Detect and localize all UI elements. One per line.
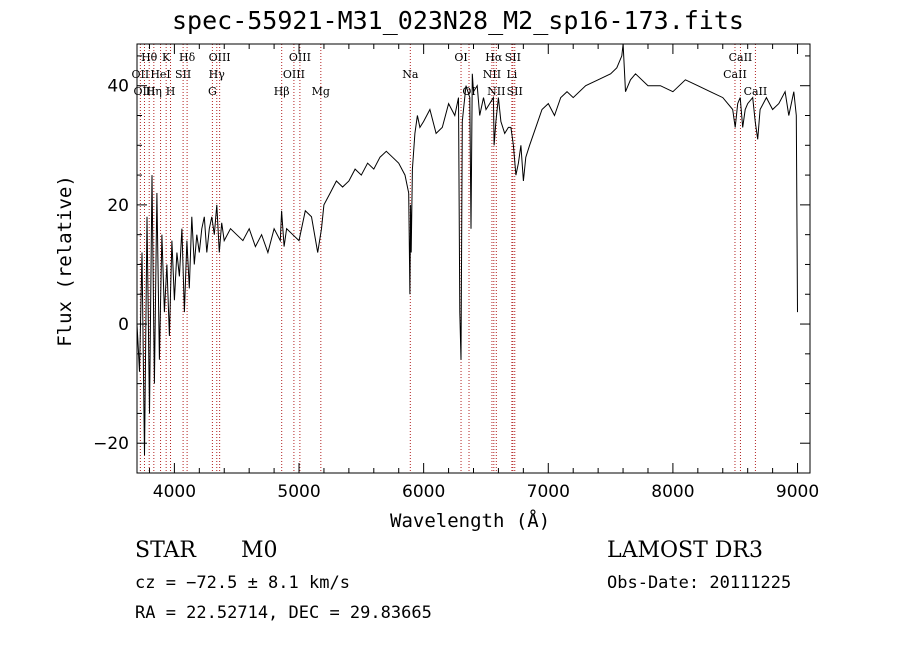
observation-date: Obs-Date: 20111225: [607, 573, 792, 593]
y-tick-label: −20: [93, 434, 129, 454]
line-label-19: Hα: [485, 51, 503, 64]
line-label-12: OIII: [289, 51, 311, 64]
line-label-16: Na: [402, 68, 419, 81]
line-label-1: OII: [132, 68, 150, 81]
chart-title: spec-55921-M31_023N28_M2_sp16-173.fits: [172, 6, 744, 35]
x-tick-label: 5000: [277, 482, 320, 502]
spectrum-line: [136, 43, 798, 456]
line-label-15: Mg: [312, 85, 330, 98]
x-tick-label: 4000: [153, 482, 196, 502]
object-class: STAR: [135, 538, 196, 563]
x-tick-label: 8000: [651, 482, 694, 502]
survey-name: LAMOST DR3: [607, 538, 763, 563]
x-axis-label: Wavelength (Å): [390, 510, 551, 532]
line-label-25: CaII: [729, 51, 753, 64]
line-label-22: Li: [506, 68, 517, 81]
ra-dec-coordinates: RA = 22.52714, DEC = 29.83665: [135, 603, 432, 623]
y-tick-label: 0: [118, 315, 129, 335]
line-label-6: SII: [175, 68, 191, 81]
object-subclass: M0: [241, 538, 278, 563]
line-label-20: SII: [505, 51, 521, 64]
line-label-18: OI: [462, 85, 475, 98]
redshift-velocity: cz = −72.5 ± 8.1 km/s: [135, 573, 350, 593]
y-tick-label: 20: [107, 196, 129, 216]
x-tick-label: 7000: [527, 482, 570, 502]
line-label-23: NII: [487, 85, 505, 98]
x-tick-label: 6000: [402, 482, 445, 502]
line-label-4: HeI: [150, 68, 170, 81]
line-label-2: OIII: [133, 85, 155, 98]
line-label-27: CaII: [744, 85, 768, 98]
line-label-14: Hβ: [274, 85, 290, 98]
line-label-7: H: [166, 85, 176, 98]
line-label-26: CaII: [723, 68, 747, 81]
line-label-21: NII: [483, 68, 501, 81]
plot-frame: [136, 43, 811, 474]
line-markers: [139, 44, 756, 473]
line-label-13: OIII: [283, 68, 305, 81]
x-tick-label: 9000: [776, 482, 819, 502]
line-label-10: Hγ: [209, 68, 226, 81]
y-axis-label: Flux (relative): [54, 175, 76, 347]
line-label-9: OIII: [209, 51, 231, 64]
line-label-8: Hδ: [179, 51, 196, 64]
y-tick-label: 40: [107, 77, 129, 97]
line-label-0: Hθ: [141, 51, 158, 64]
line-label-24: SII: [507, 85, 523, 98]
line-label-5: K: [162, 51, 171, 64]
line-label-11: G: [208, 85, 217, 98]
axis-ticks: 4000 5000 6000 7000 8000 9000 −20 0 20 40: [93, 44, 819, 502]
line-label-3: Hη: [146, 85, 162, 98]
line-label-17: OI: [454, 51, 467, 64]
